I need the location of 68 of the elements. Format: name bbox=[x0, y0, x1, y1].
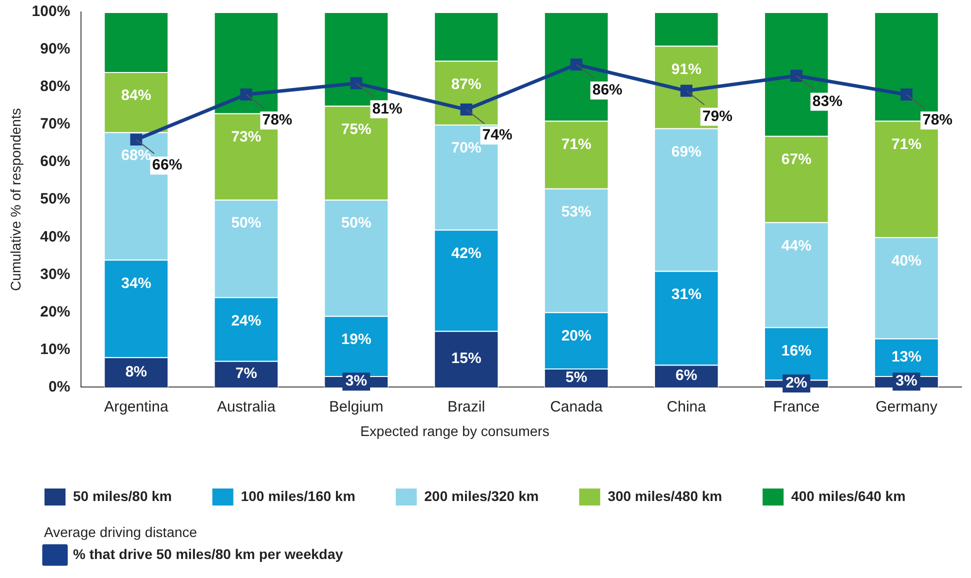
data-label: 6% bbox=[676, 367, 698, 384]
data-label: 78% bbox=[262, 112, 292, 129]
annotation: 44% bbox=[781, 237, 812, 254]
y-tick-label: 40% bbox=[40, 228, 70, 246]
annotation: 91% bbox=[671, 60, 702, 78]
data-label: 5% bbox=[566, 368, 588, 386]
legend-label: 100 miles/160 km bbox=[240, 488, 356, 504]
x-tick-label: China bbox=[666, 398, 707, 416]
y-tick-label: 80% bbox=[40, 78, 70, 96]
data-label: 66% bbox=[152, 156, 182, 174]
annotation: 71% bbox=[561, 136, 592, 153]
annotation: 84% bbox=[121, 87, 152, 104]
annotation: 20% bbox=[561, 327, 592, 344]
annotation: 73% bbox=[231, 128, 262, 146]
annotation: 75% bbox=[341, 120, 372, 138]
data-label: 83% bbox=[812, 92, 842, 110]
legend-label: 50 miles/80 km bbox=[73, 488, 172, 504]
y-tick-label: 50% bbox=[40, 190, 70, 208]
annotation: 50% bbox=[341, 214, 372, 232]
y-tick-label: 0% bbox=[48, 378, 70, 396]
x-tick-label: Argentina bbox=[104, 398, 169, 416]
annotation: 16% bbox=[781, 342, 812, 360]
annotation: 42% bbox=[451, 244, 482, 262]
annotation: 24% bbox=[231, 312, 262, 330]
y-tick-label: 70% bbox=[40, 116, 70, 133]
y-tick-label: 30% bbox=[40, 266, 70, 283]
y-tick-label: 90% bbox=[40, 40, 70, 58]
annotation: 67% bbox=[781, 150, 812, 168]
annotation: 87% bbox=[451, 76, 482, 93]
x-tick-label: Germany bbox=[876, 398, 938, 416]
data-label: 78% bbox=[922, 112, 953, 129]
data-label: 81% bbox=[372, 100, 402, 118]
annotation: 71% bbox=[891, 136, 922, 153]
data-label: 7% bbox=[235, 365, 258, 382]
annotation: 68% bbox=[121, 147, 152, 164]
y-tick-label: 10% bbox=[40, 340, 70, 358]
annotation: 69% bbox=[671, 143, 702, 160]
x-tick-label: Australia bbox=[217, 398, 276, 416]
annotation: 40% bbox=[891, 252, 922, 270]
annotation: 34% bbox=[121, 274, 152, 292]
x-tick-label: Canada bbox=[550, 398, 604, 416]
legend-title: Expected range by consumers bbox=[360, 423, 550, 440]
y-tick-label: 60% bbox=[40, 153, 70, 170]
data-label: 2% bbox=[786, 374, 808, 392]
data-label: 3% bbox=[345, 372, 368, 390]
data-label: 86% bbox=[592, 82, 622, 99]
data-label: 8% bbox=[125, 363, 148, 380]
x-tick-label: France bbox=[773, 398, 820, 416]
data-label: 74% bbox=[482, 126, 512, 144]
legend-label: 400 miles/640 km bbox=[791, 488, 906, 504]
y-tick-label: 100% bbox=[32, 3, 70, 20]
y-tick-label: 20% bbox=[40, 303, 70, 320]
y-axis-title: Cumulative % of respondents bbox=[7, 108, 24, 292]
annotation: 50% bbox=[231, 214, 262, 232]
legend-label: 200 miles/320 km bbox=[424, 488, 539, 504]
x-tick-label: Belgium bbox=[329, 398, 384, 416]
annotation: 70% bbox=[451, 140, 482, 157]
annotation: 31% bbox=[671, 286, 702, 304]
data-label: 79% bbox=[702, 108, 732, 125]
x-tick-label: Brazil bbox=[448, 398, 486, 416]
legend-label: 300 miles/480 km bbox=[608, 488, 722, 504]
annotation: 53% bbox=[561, 203, 592, 220]
data-label: 15% bbox=[451, 350, 482, 368]
annotation: 19% bbox=[341, 331, 372, 348]
text: Average driving distance bbox=[44, 524, 198, 540]
annotation: 13% bbox=[891, 348, 922, 366]
data-label: 3% bbox=[896, 372, 918, 390]
legend-label: % that drive 50 miles/80 km per weekday bbox=[73, 546, 344, 562]
